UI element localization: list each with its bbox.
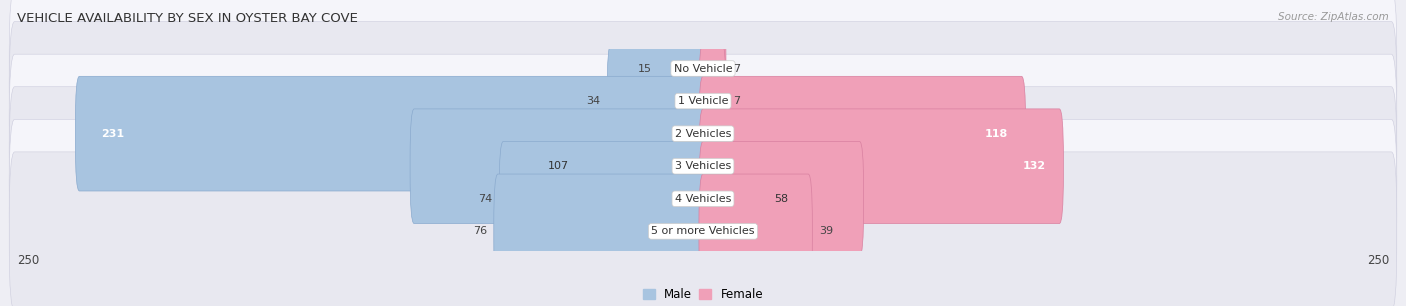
FancyBboxPatch shape (10, 54, 1396, 213)
FancyBboxPatch shape (699, 44, 725, 159)
Text: No Vehicle: No Vehicle (673, 64, 733, 73)
FancyBboxPatch shape (699, 141, 863, 256)
Text: 2 Vehicles: 2 Vehicles (675, 129, 731, 139)
FancyBboxPatch shape (699, 109, 1063, 224)
FancyBboxPatch shape (10, 152, 1396, 306)
FancyBboxPatch shape (699, 11, 725, 126)
Text: 107: 107 (548, 161, 569, 171)
Text: 132: 132 (1022, 161, 1046, 171)
FancyBboxPatch shape (10, 22, 1396, 181)
FancyBboxPatch shape (607, 44, 707, 159)
Text: 5 or more Vehicles: 5 or more Vehicles (651, 226, 755, 236)
FancyBboxPatch shape (10, 119, 1396, 278)
Text: 118: 118 (984, 129, 1008, 139)
FancyBboxPatch shape (658, 11, 707, 126)
FancyBboxPatch shape (699, 174, 813, 289)
FancyBboxPatch shape (494, 174, 707, 289)
Text: 34: 34 (586, 96, 600, 106)
Legend: Male, Female: Male, Female (638, 283, 768, 306)
Text: 15: 15 (638, 64, 652, 73)
Text: Source: ZipAtlas.com: Source: ZipAtlas.com (1278, 12, 1389, 22)
Text: 4 Vehicles: 4 Vehicles (675, 194, 731, 204)
Text: 231: 231 (101, 129, 124, 139)
Text: 39: 39 (820, 226, 834, 236)
FancyBboxPatch shape (10, 87, 1396, 246)
Text: 1 Vehicle: 1 Vehicle (678, 96, 728, 106)
Text: 76: 76 (472, 226, 486, 236)
FancyBboxPatch shape (499, 141, 707, 256)
Text: 74: 74 (478, 194, 492, 204)
FancyBboxPatch shape (411, 109, 707, 224)
Text: 3 Vehicles: 3 Vehicles (675, 161, 731, 171)
Text: VEHICLE AVAILABILITY BY SEX IN OYSTER BAY COVE: VEHICLE AVAILABILITY BY SEX IN OYSTER BA… (17, 12, 357, 25)
FancyBboxPatch shape (76, 76, 707, 191)
FancyBboxPatch shape (699, 76, 1025, 191)
FancyBboxPatch shape (10, 0, 1396, 148)
Text: 58: 58 (775, 194, 789, 204)
Text: 7: 7 (733, 96, 740, 106)
Text: 7: 7 (733, 64, 740, 73)
